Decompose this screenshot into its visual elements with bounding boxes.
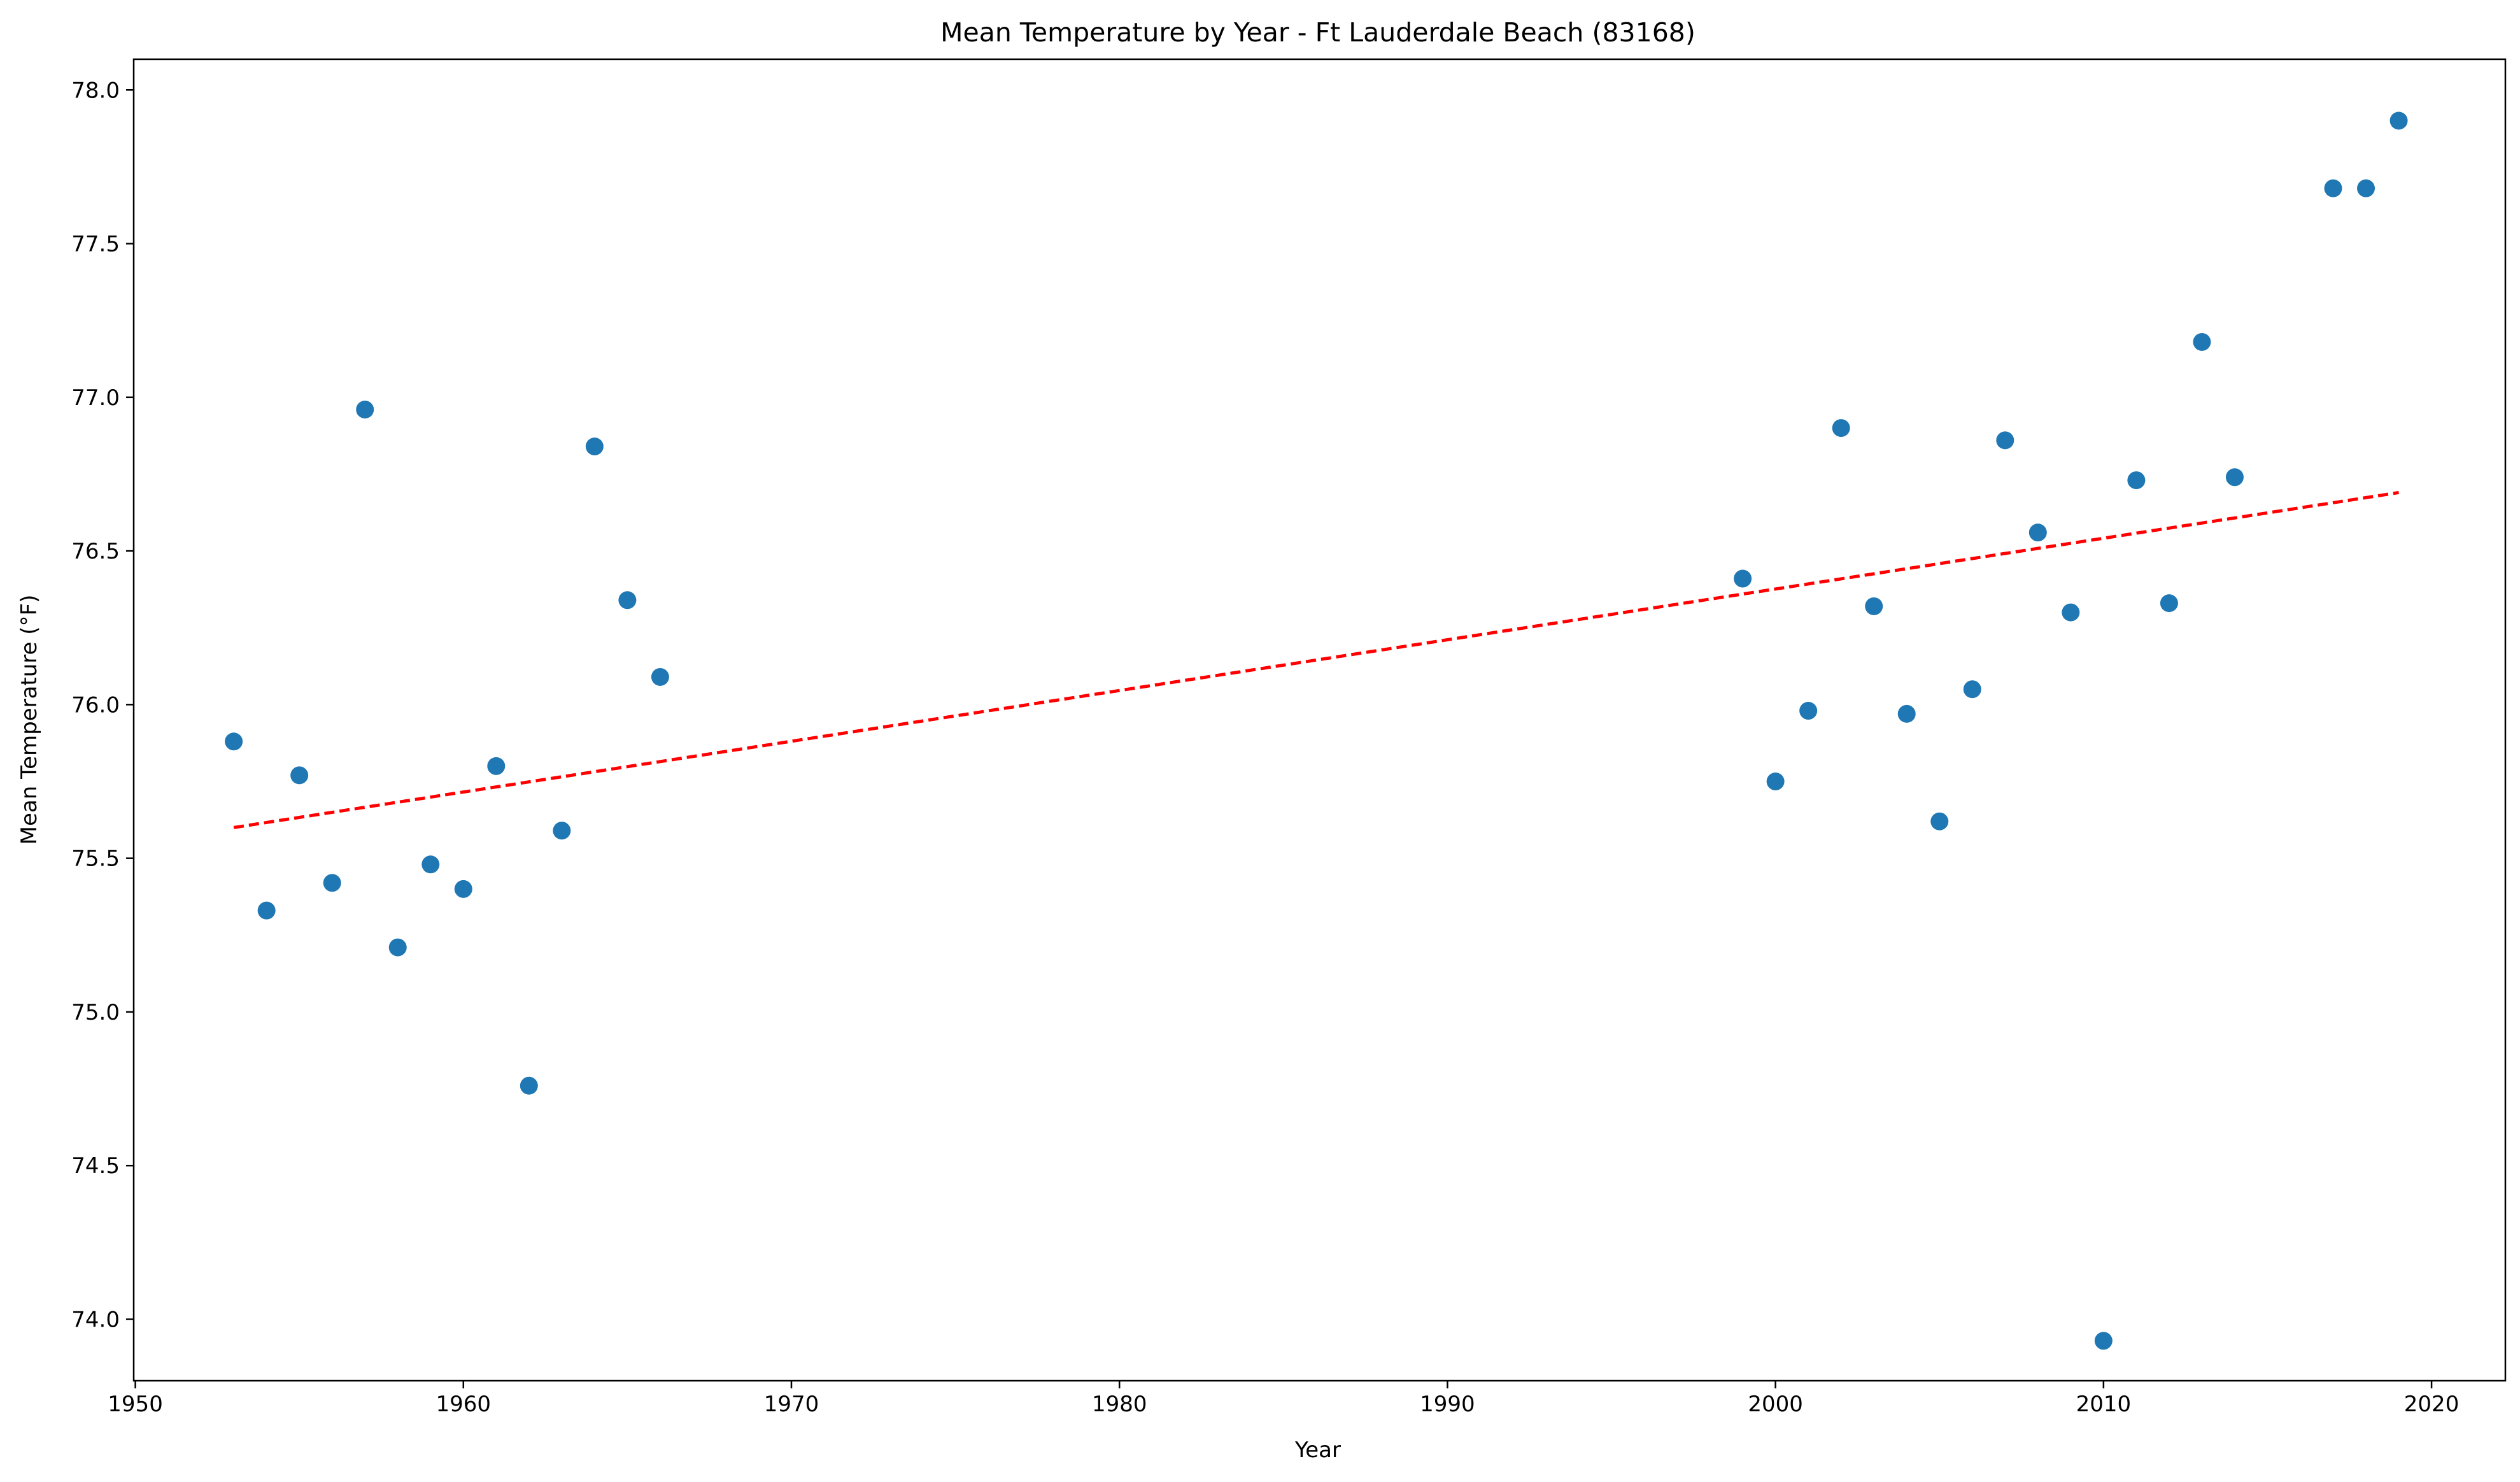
y-tick-label: 78.0 [71, 78, 120, 103]
data-point [2127, 471, 2146, 490]
plot-area [132, 58, 2507, 1382]
x-axis: 1950 1960 1970 1980 1990 2000 2010 2020 [108, 1381, 2459, 1417]
data-point [2160, 594, 2178, 613]
data-point [1897, 704, 1916, 723]
y-tick-label: 75.5 [71, 846, 120, 872]
x-tick-label: 1960 [436, 1392, 492, 1417]
x-tick-label: 2010 [2076, 1392, 2132, 1417]
data-point [225, 732, 243, 751]
data-point [651, 667, 669, 686]
data-point [1766, 773, 1785, 791]
data-point [2389, 111, 2408, 130]
data-point [1832, 419, 1850, 438]
y-tick-label: 74.5 [71, 1153, 120, 1179]
data-point [421, 855, 440, 874]
data-point [2094, 1332, 2113, 1350]
data-point [323, 874, 341, 892]
x-tick-label: 2000 [1748, 1392, 1803, 1417]
data-point [290, 766, 309, 785]
trendline-layer [233, 490, 2399, 829]
data-point [2193, 332, 2211, 351]
y-tick-label: 76.0 [71, 692, 120, 718]
data-point [2324, 179, 2342, 197]
data-point [257, 901, 276, 920]
data-point [585, 438, 604, 456]
x-tick-label: 2020 [2404, 1392, 2460, 1417]
y-axis-label: Mean Temperature (°F) [17, 595, 42, 845]
data-point [553, 822, 571, 840]
y-tick-label: 77.5 [71, 232, 120, 257]
data-point [520, 1076, 538, 1095]
data-point [1734, 569, 1752, 588]
x-axis-label: Year [1294, 1437, 1341, 1463]
y-tick-label: 74.0 [71, 1307, 120, 1332]
data-points [225, 111, 2408, 1350]
x-tick-label: 1990 [1420, 1392, 1475, 1417]
data-point [1963, 680, 1981, 699]
chart-title: Mean Temperature by Year - Ft Lauderdale… [940, 17, 1695, 48]
trendline [233, 490, 2399, 829]
y-axis: 74.0 74.5 75.0 75.5 76.0 76.5 77.0 77.5 78.0 [71, 78, 134, 1332]
x-tick-label: 1970 [764, 1392, 819, 1417]
y-tick-label: 75.0 [71, 1000, 120, 1025]
data-point [2028, 524, 2047, 542]
y-tick-label: 77.0 [71, 385, 120, 411]
y-tick-label: 76.5 [71, 539, 120, 564]
data-point [454, 880, 472, 898]
data-point [1865, 597, 1883, 615]
data-point [388, 938, 407, 957]
data-point [2357, 179, 2375, 197]
data-point [1930, 812, 1949, 830]
data-point [2062, 603, 2080, 622]
data-point [356, 401, 374, 419]
data-point [1799, 702, 1818, 720]
plot-frame [132, 58, 2507, 1382]
data-point [2225, 468, 2244, 487]
data-point [487, 757, 506, 775]
data-point [1996, 431, 2014, 450]
data-point [618, 591, 637, 609]
x-tick-label: 1950 [108, 1392, 163, 1417]
x-tick-label: 1980 [1092, 1392, 1147, 1417]
